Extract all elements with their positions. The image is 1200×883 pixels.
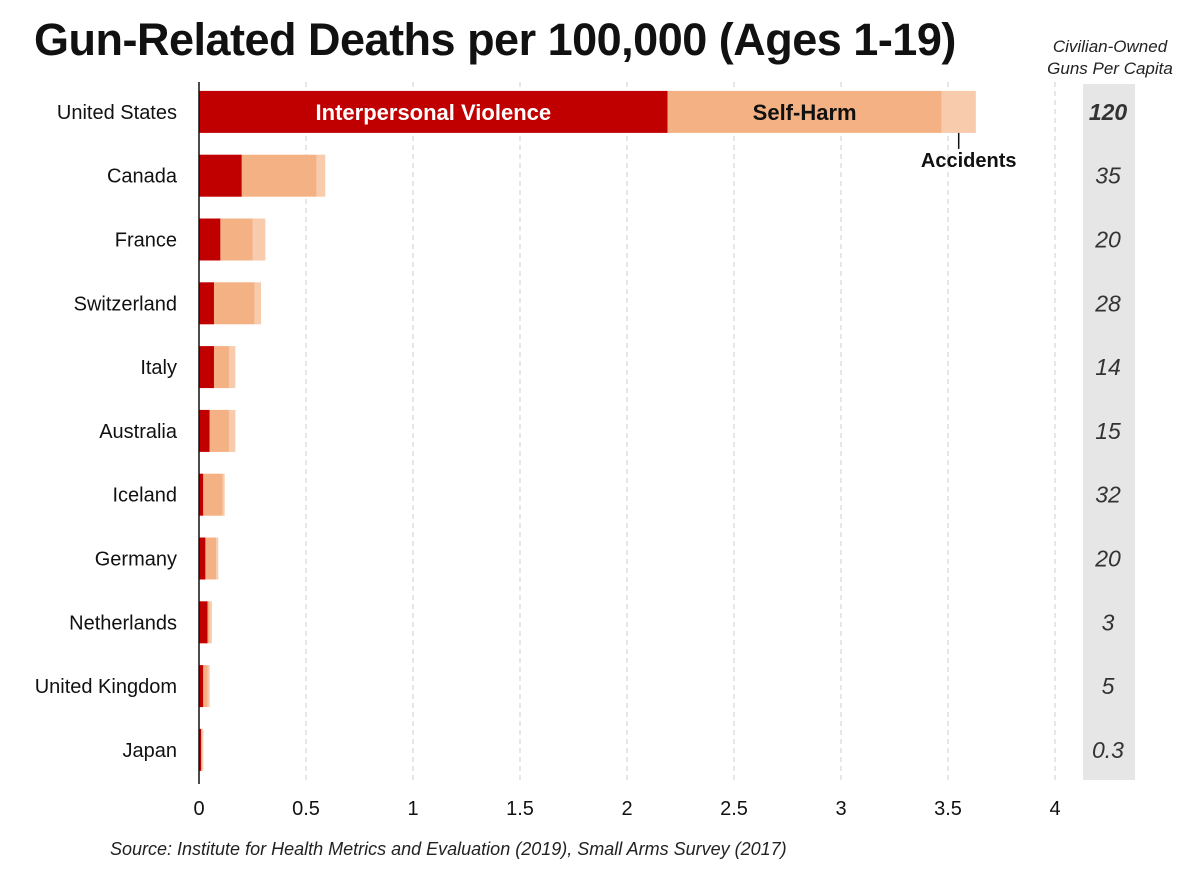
self-harm-bar	[201, 728, 203, 771]
self-harm-bar	[241, 154, 317, 197]
interpersonal-violence-bar	[199, 346, 214, 389]
accidents-bar	[207, 665, 210, 708]
self-harm-bar	[667, 90, 942, 133]
interpersonal-violence-bar	[199, 665, 204, 708]
chart-title: Gun-Related Deaths per 100,000 (Ages 1-1…	[34, 14, 956, 65]
x-tick-label: 4	[1049, 798, 1060, 820]
guns-per-capita-value: 20	[1094, 227, 1121, 253]
x-tick-label: 2	[621, 798, 632, 820]
category-label: Switzerland	[74, 293, 177, 315]
interpersonal-violence-bar	[199, 537, 206, 580]
accidents-bar	[228, 409, 236, 452]
accidents-bar	[941, 90, 976, 133]
accidents-label: Accidents	[921, 150, 1017, 172]
interpersonal-violence-bar	[199, 282, 214, 325]
interpersonal-violence-bar	[199, 409, 210, 452]
self-harm-bar	[205, 537, 217, 580]
interpersonal-violence-bar	[199, 154, 242, 197]
self-harm-bar	[213, 346, 229, 389]
self-harm-bar	[209, 409, 229, 452]
x-tick-label: 3.5	[934, 798, 962, 820]
guns-per-capita-value: 3	[1102, 609, 1115, 635]
category-label: Australia	[99, 421, 178, 443]
accidents-bar	[316, 154, 326, 197]
category-label: United Kingdom	[35, 676, 177, 698]
self-harm-bar	[220, 218, 253, 261]
guns-per-capita-panel	[1083, 84, 1135, 780]
guns-per-capita-value: 35	[1095, 163, 1121, 189]
interpersonal-violence-bar	[199, 90, 668, 133]
category-label: United States	[57, 102, 177, 124]
accidents-bar	[252, 218, 266, 261]
guns-per-capita-value: 28	[1094, 290, 1121, 316]
category-label: France	[115, 230, 177, 252]
self-harm-bar	[203, 665, 208, 708]
guns-per-capita-value: 32	[1095, 482, 1121, 508]
x-tick-label: 0	[193, 798, 204, 820]
accidents-bar	[216, 537, 219, 580]
category-label: Japan	[123, 740, 178, 762]
guns-per-capita-value: 5	[1102, 673, 1115, 699]
category-label: Germany	[95, 549, 177, 571]
accidents-bar	[228, 346, 236, 389]
category-label: Italy	[140, 357, 177, 379]
category-label: Netherlands	[69, 612, 177, 634]
interpersonal-violence-bar	[199, 728, 202, 771]
guns-per-capita-header: Civilian-Owned Guns Per Capita	[1030, 36, 1190, 80]
interpersonal-violence-label: Interpersonal Violence	[316, 100, 552, 125]
interpersonal-violence-bar	[199, 218, 221, 261]
interpersonal-violence-bar	[199, 601, 208, 644]
accidents-bar	[202, 728, 204, 771]
guns-per-capita-value: 20	[1094, 546, 1121, 572]
x-tick-label: 3	[835, 798, 846, 820]
guns-per-capita-value: 15	[1095, 418, 1121, 444]
accidents-bar	[254, 282, 262, 325]
guns-per-capita-value: 120	[1089, 99, 1128, 125]
category-label: Iceland	[113, 485, 178, 507]
guns-per-capita-value: 0.3	[1092, 737, 1124, 763]
x-tick-label: 1	[407, 798, 418, 820]
accidents-bar	[222, 473, 225, 516]
source-note: Source: Institute for Health Metrics and…	[110, 839, 787, 859]
interpersonal-violence-bar	[199, 473, 204, 516]
self-harm-bar	[203, 473, 223, 516]
guns-per-capita-header-line-1: Civilian-Owned	[1052, 37, 1168, 56]
accidents-bar	[209, 601, 212, 644]
self-harm-label: Self-Harm	[753, 100, 857, 125]
guns-per-capita-value: 14	[1095, 354, 1121, 380]
x-tick-label: 0.5	[292, 798, 320, 820]
category-label: Canada	[107, 166, 178, 188]
x-tick-label: 2.5	[720, 798, 748, 820]
self-harm-bar	[213, 282, 255, 325]
guns-per-capita-header-line-2: Guns Per Capita	[1047, 59, 1173, 78]
x-tick-label: 1.5	[506, 798, 534, 820]
self-harm-bar	[207, 601, 210, 644]
